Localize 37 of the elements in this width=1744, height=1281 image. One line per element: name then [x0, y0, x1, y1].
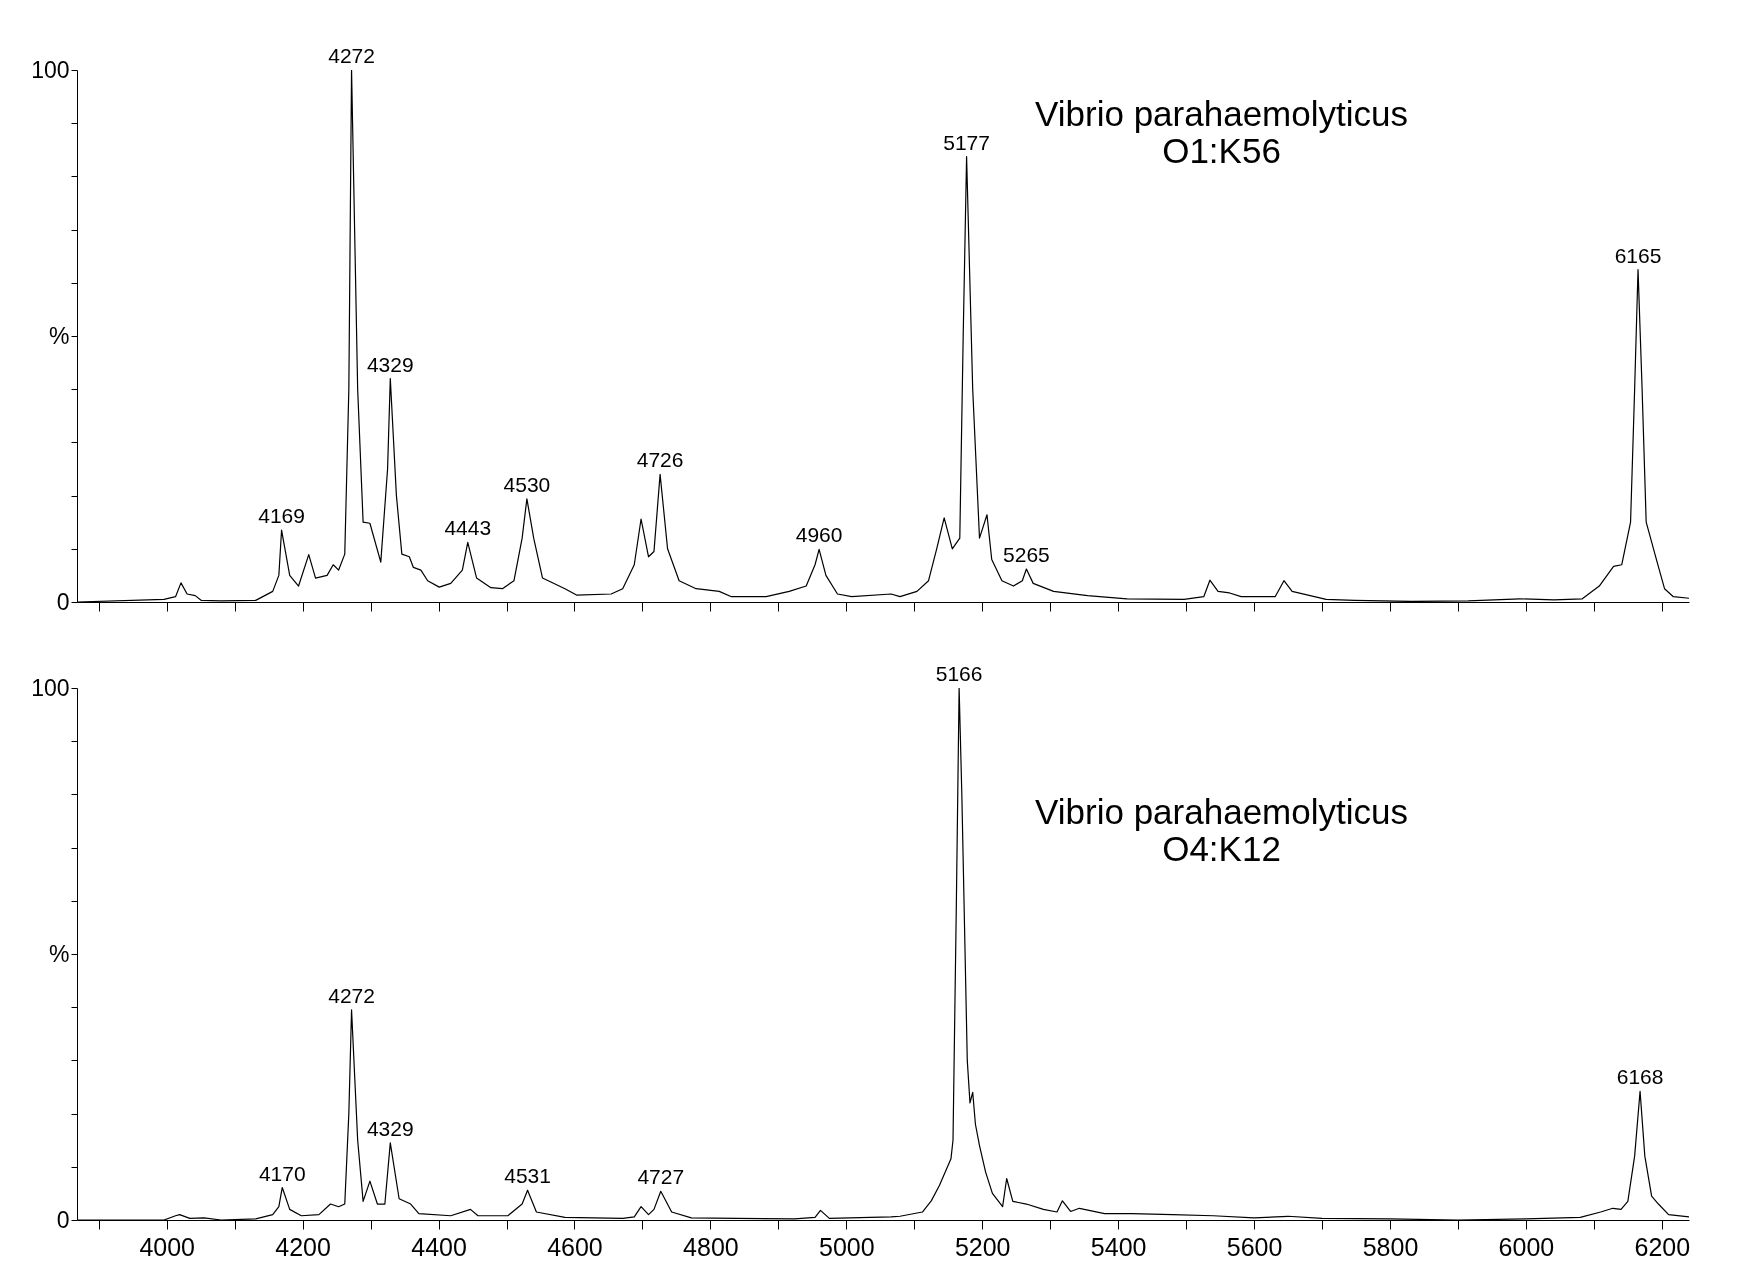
x-tick-label: 5200	[954, 1232, 1011, 1261]
annotation: 5177	[943, 130, 990, 154]
x-tick-label: 5000	[818, 1232, 875, 1261]
annotation: Vibrio parahaemolyticus O4:K12	[1035, 792, 1408, 868]
x-tick-label: 4200	[275, 1232, 331, 1261]
y-tick-label: 0	[56, 1206, 70, 1233]
x-tick-label: 4800	[683, 1232, 739, 1261]
annotation: 4329	[366, 1116, 414, 1140]
annotation: 4726	[636, 448, 684, 472]
y-tick-label: %	[49, 322, 70, 349]
annotation: 4272	[328, 983, 375, 1007]
x-tick-label: 5600	[1226, 1232, 1283, 1261]
x-tick-label: 4400	[411, 1232, 467, 1261]
annotation: 5166	[935, 662, 983, 685]
annotation: 4727	[637, 1165, 685, 1189]
annotation: 4329	[366, 352, 414, 376]
y-tick-label: 100	[31, 56, 70, 83]
x-tick-label: 6000	[1498, 1232, 1555, 1261]
annotation: 4531	[504, 1164, 551, 1188]
annotation: Vibrio parahaemolyticus O1:K56	[1035, 94, 1408, 170]
annotation: 4443	[444, 516, 492, 540]
annotation: 5265	[1003, 543, 1050, 567]
y-tick-label: 100	[31, 674, 70, 701]
x-tick-label: 5400	[1090, 1232, 1147, 1261]
y-tick-label: 0	[56, 588, 70, 615]
y-tick-label: %	[49, 940, 70, 967]
x-tick-label: 4000	[139, 1232, 196, 1261]
annotation: 6165	[1614, 243, 1662, 267]
annotation: 6168	[1616, 1065, 1664, 1089]
x-tick-label: 5800	[1362, 1232, 1419, 1261]
annotation: 4272	[328, 44, 375, 67]
annotation: 4960	[795, 523, 843, 547]
x-tick-label: 6200	[1634, 1232, 1691, 1261]
annotation: 4530	[503, 472, 551, 496]
annotation: 4169	[258, 504, 305, 528]
annotation: 4170	[258, 1161, 306, 1185]
x-tick-label: 4600	[547, 1232, 603, 1261]
